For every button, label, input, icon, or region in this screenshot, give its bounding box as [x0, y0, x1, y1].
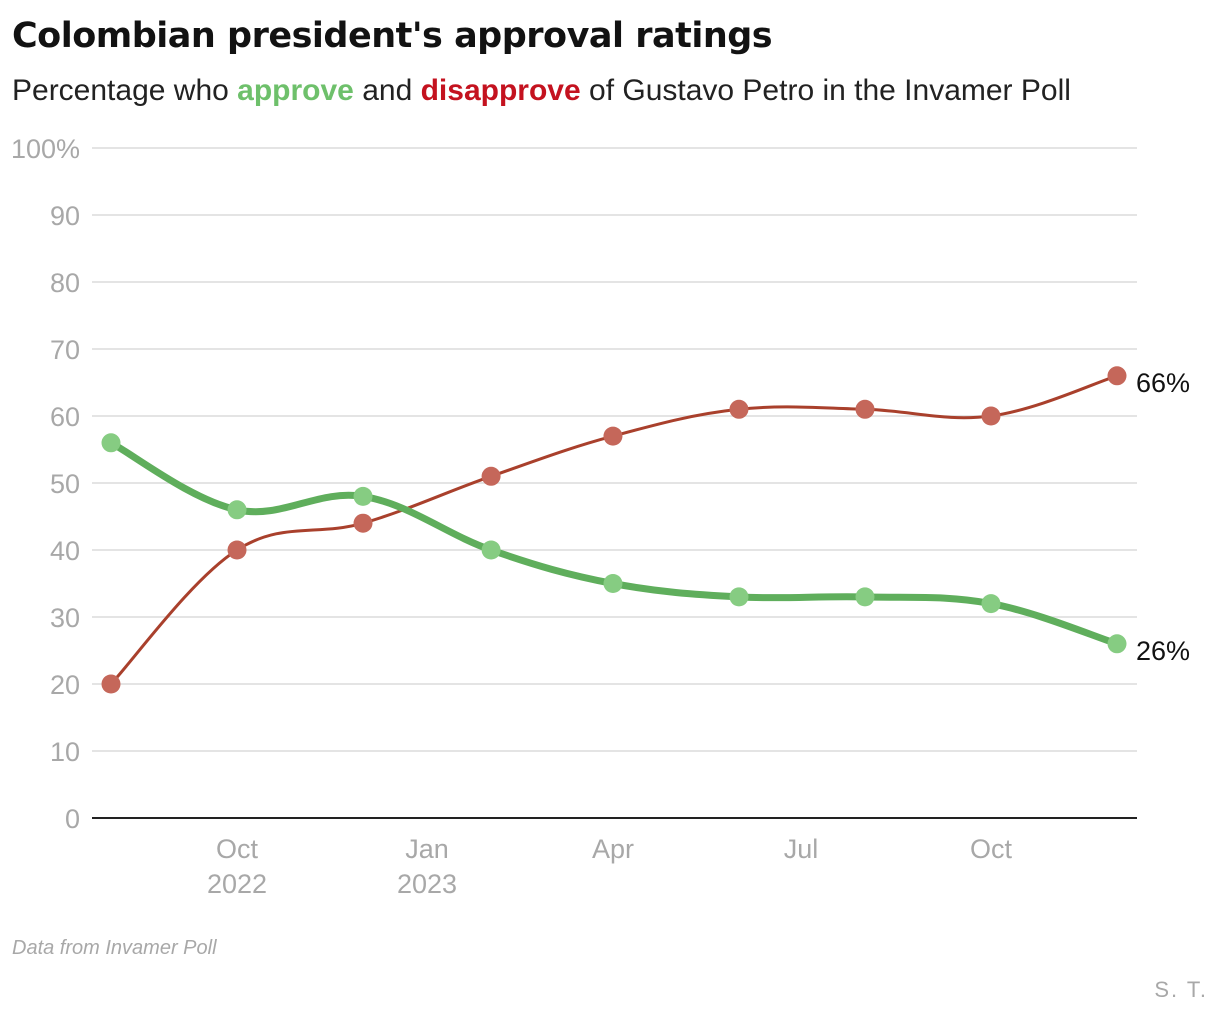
approve-line: [107, 439, 1121, 648]
approve-point: [481, 540, 501, 560]
approve-point: [603, 574, 623, 593]
approve-point: [855, 587, 875, 607]
y-tick-label: 90: [50, 201, 80, 231]
x-tick-label: Jul: [784, 834, 819, 864]
disapprove-point: [227, 540, 247, 560]
disapprove-point: [1107, 366, 1127, 386]
y-tick-label: 70: [50, 335, 80, 365]
series-lines: [107, 374, 1121, 686]
disapprove-end-label: 66%: [1136, 368, 1190, 398]
disapprove-point: [353, 513, 373, 533]
x-tick-label: Apr: [592, 834, 634, 864]
subtitle-text-end: of Gustavo Petro in the Invamer Poll: [580, 74, 1071, 107]
disapprove-point: [481, 466, 501, 486]
disapprove-point: [981, 406, 1001, 426]
line-chart: 0 10 20 30 40 50 60 70 80 90 100% Oct 2022 Jan 2023 Ap…: [11, 134, 1190, 899]
chart-subtitle: Percentage who approve and disapprove of…: [12, 74, 1071, 108]
end-labels: 66% 26%: [1136, 368, 1190, 666]
y-tick-label: 10: [50, 737, 80, 767]
disapprove-point: [101, 674, 121, 694]
y-tick-label: 100%: [11, 134, 80, 164]
x-tick-label: Oct: [970, 834, 1013, 864]
gridlines: [92, 147, 1137, 819]
y-tick-label: 30: [50, 603, 80, 633]
approve-point: [353, 486, 373, 506]
approve-point: [227, 500, 247, 520]
x-axis-ticks: Oct 2022 Jan 2023 Apr Jul Oct: [207, 834, 1013, 899]
approve-point: [729, 587, 749, 607]
approve-end-label: 26%: [1136, 636, 1190, 666]
y-tick-label: 60: [50, 402, 80, 432]
y-tick-label: 40: [50, 536, 80, 566]
chart-title: Colombian president's approval ratings: [12, 16, 773, 56]
y-tick-label: 0: [65, 804, 80, 834]
disapprove-point: [603, 426, 623, 446]
legend-disapprove-label: disapprove: [420, 74, 581, 107]
legend-approve-label: approve: [237, 74, 354, 107]
approve-point: [1107, 634, 1127, 654]
x-tick-label: Jan: [405, 834, 449, 864]
approve-point: [101, 433, 121, 453]
subtitle-text-middle: and: [353, 74, 421, 107]
data-markers: [101, 366, 1127, 694]
disapprove-point: [729, 399, 749, 419]
y-axis-ticks: 0 10 20 30 40 50 60 70 80 90 100%: [11, 134, 80, 834]
y-tick-label: 80: [50, 268, 80, 298]
approve-point: [981, 594, 1001, 614]
x-tick-year-label: 2022: [207, 869, 267, 899]
x-tick-label: Oct: [216, 834, 259, 864]
x-tick-year-label: 2023: [397, 869, 457, 899]
credit: S. T.: [1154, 977, 1208, 1002]
y-tick-label: 50: [50, 469, 80, 499]
source-note: Data from Invamer Poll: [12, 937, 217, 959]
subtitle-text-start: Percentage who: [12, 74, 238, 107]
y-tick-label: 20: [50, 670, 80, 700]
disapprove-line: [109, 374, 1119, 686]
disapprove-point: [855, 399, 875, 419]
